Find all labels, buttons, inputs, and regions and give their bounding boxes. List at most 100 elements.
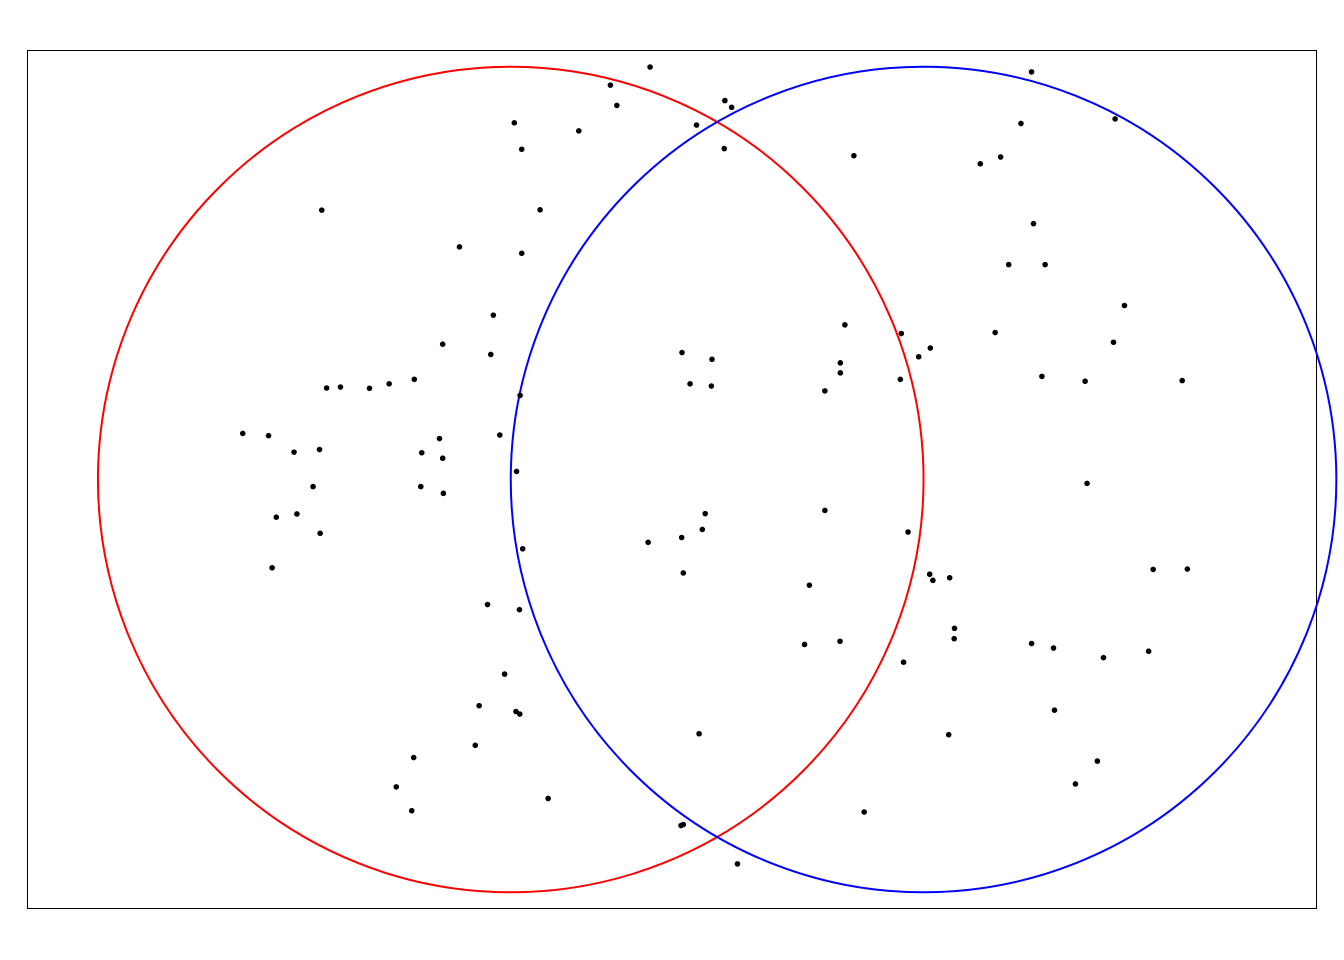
scatter-point	[545, 795, 551, 802]
scatter-point	[269, 564, 275, 571]
scatter-point	[496, 432, 503, 438]
scatter-point	[1084, 480, 1090, 487]
scatter-point	[1018, 120, 1024, 127]
scatter-point	[1094, 758, 1101, 764]
scatter-point	[537, 207, 543, 213]
scatter-point	[1028, 640, 1035, 647]
scatter-point	[1184, 566, 1191, 572]
scatter-point	[1150, 566, 1156, 573]
scatter-point	[926, 571, 933, 578]
scatter-point	[930, 577, 936, 584]
scatter-point	[476, 702, 482, 709]
scatter-point	[393, 784, 400, 790]
scatter-point	[484, 601, 491, 608]
scatter-point	[386, 381, 392, 387]
scatter-point	[842, 322, 848, 328]
scatter-point	[806, 582, 813, 588]
scatter-point	[519, 545, 526, 552]
scatter-point	[897, 376, 904, 383]
scatter-point	[501, 671, 508, 677]
scatter-point	[927, 345, 934, 351]
scatter-point	[645, 539, 651, 546]
scatter-point	[265, 432, 272, 439]
scatter-point	[575, 128, 582, 134]
scatter-point	[1121, 302, 1128, 309]
scatter-point	[679, 349, 685, 356]
scatter-point	[900, 659, 907, 665]
set-circle-2	[509, 65, 1338, 894]
scatter-point	[310, 483, 316, 490]
scatter-point	[318, 207, 325, 213]
scatter-point	[490, 312, 497, 318]
scatter-point	[687, 381, 693, 387]
scatter-point	[837, 638, 843, 645]
set-circle-1	[96, 65, 925, 894]
scatter-point	[291, 449, 297, 455]
scatter-point	[1030, 220, 1037, 227]
scatter-point	[1039, 373, 1045, 380]
scatter-point	[647, 64, 653, 70]
scatter-point	[822, 507, 828, 514]
scatter-point	[861, 809, 868, 815]
scatter-point	[722, 97, 728, 104]
scatter-point	[239, 430, 246, 437]
scatter-point	[822, 388, 828, 394]
scatter-point	[915, 353, 922, 360]
scatter-point	[1145, 648, 1152, 655]
scatter-point	[516, 606, 523, 613]
scatter-point	[851, 152, 857, 159]
scatter-point	[728, 104, 735, 111]
scatter-point	[518, 250, 525, 257]
scatter-point	[366, 385, 373, 392]
scatter-point	[721, 145, 728, 152]
scatter-point	[1028, 69, 1035, 75]
scatter-point	[709, 356, 715, 363]
scatter-point	[898, 330, 905, 337]
scatter-point	[518, 146, 525, 153]
scatter-point	[696, 730, 702, 737]
scatter-point	[440, 490, 447, 497]
scatter-point	[316, 446, 323, 453]
scatter-point	[708, 383, 715, 389]
scatter-point	[410, 754, 417, 761]
scatter-point	[323, 385, 330, 391]
scatter-point	[678, 534, 685, 541]
scatter-point	[337, 384, 344, 390]
scatter-point	[951, 635, 957, 642]
scatter-point	[951, 625, 958, 632]
scatter-point	[1051, 707, 1058, 713]
scatter-point	[997, 154, 1004, 160]
scatter-point	[614, 102, 620, 109]
scatter-point	[472, 742, 479, 749]
scatter-point	[411, 376, 418, 383]
scatter-point	[946, 574, 953, 581]
scatter-point	[1042, 261, 1048, 268]
scatter-point	[418, 449, 425, 456]
scatter-point	[977, 160, 984, 167]
scatter-point	[513, 468, 520, 475]
scatter-point	[273, 514, 280, 520]
scatter-point	[294, 511, 300, 517]
scatter-point	[1072, 781, 1079, 787]
scatter-point	[1110, 339, 1117, 346]
scatter-point	[837, 370, 844, 376]
scatter-point	[992, 329, 998, 336]
scatter-point	[487, 351, 494, 358]
scatter-point	[436, 435, 443, 442]
scatter-point	[734, 861, 741, 867]
scatter-point	[837, 360, 844, 366]
scatter-point	[607, 82, 614, 88]
plot-frame	[27, 50, 1317, 909]
scatter-point	[456, 244, 463, 250]
scatter-point	[801, 641, 808, 648]
scatter-point	[417, 483, 424, 490]
scatter-point	[905, 529, 911, 535]
scatter-point	[702, 510, 709, 517]
scatter-point	[1082, 378, 1088, 385]
circles-layer	[96, 65, 1338, 894]
scatter-point	[1112, 116, 1118, 122]
scatter-point	[680, 570, 687, 576]
scatter-point	[1179, 377, 1185, 384]
scatter-point	[1050, 645, 1057, 651]
